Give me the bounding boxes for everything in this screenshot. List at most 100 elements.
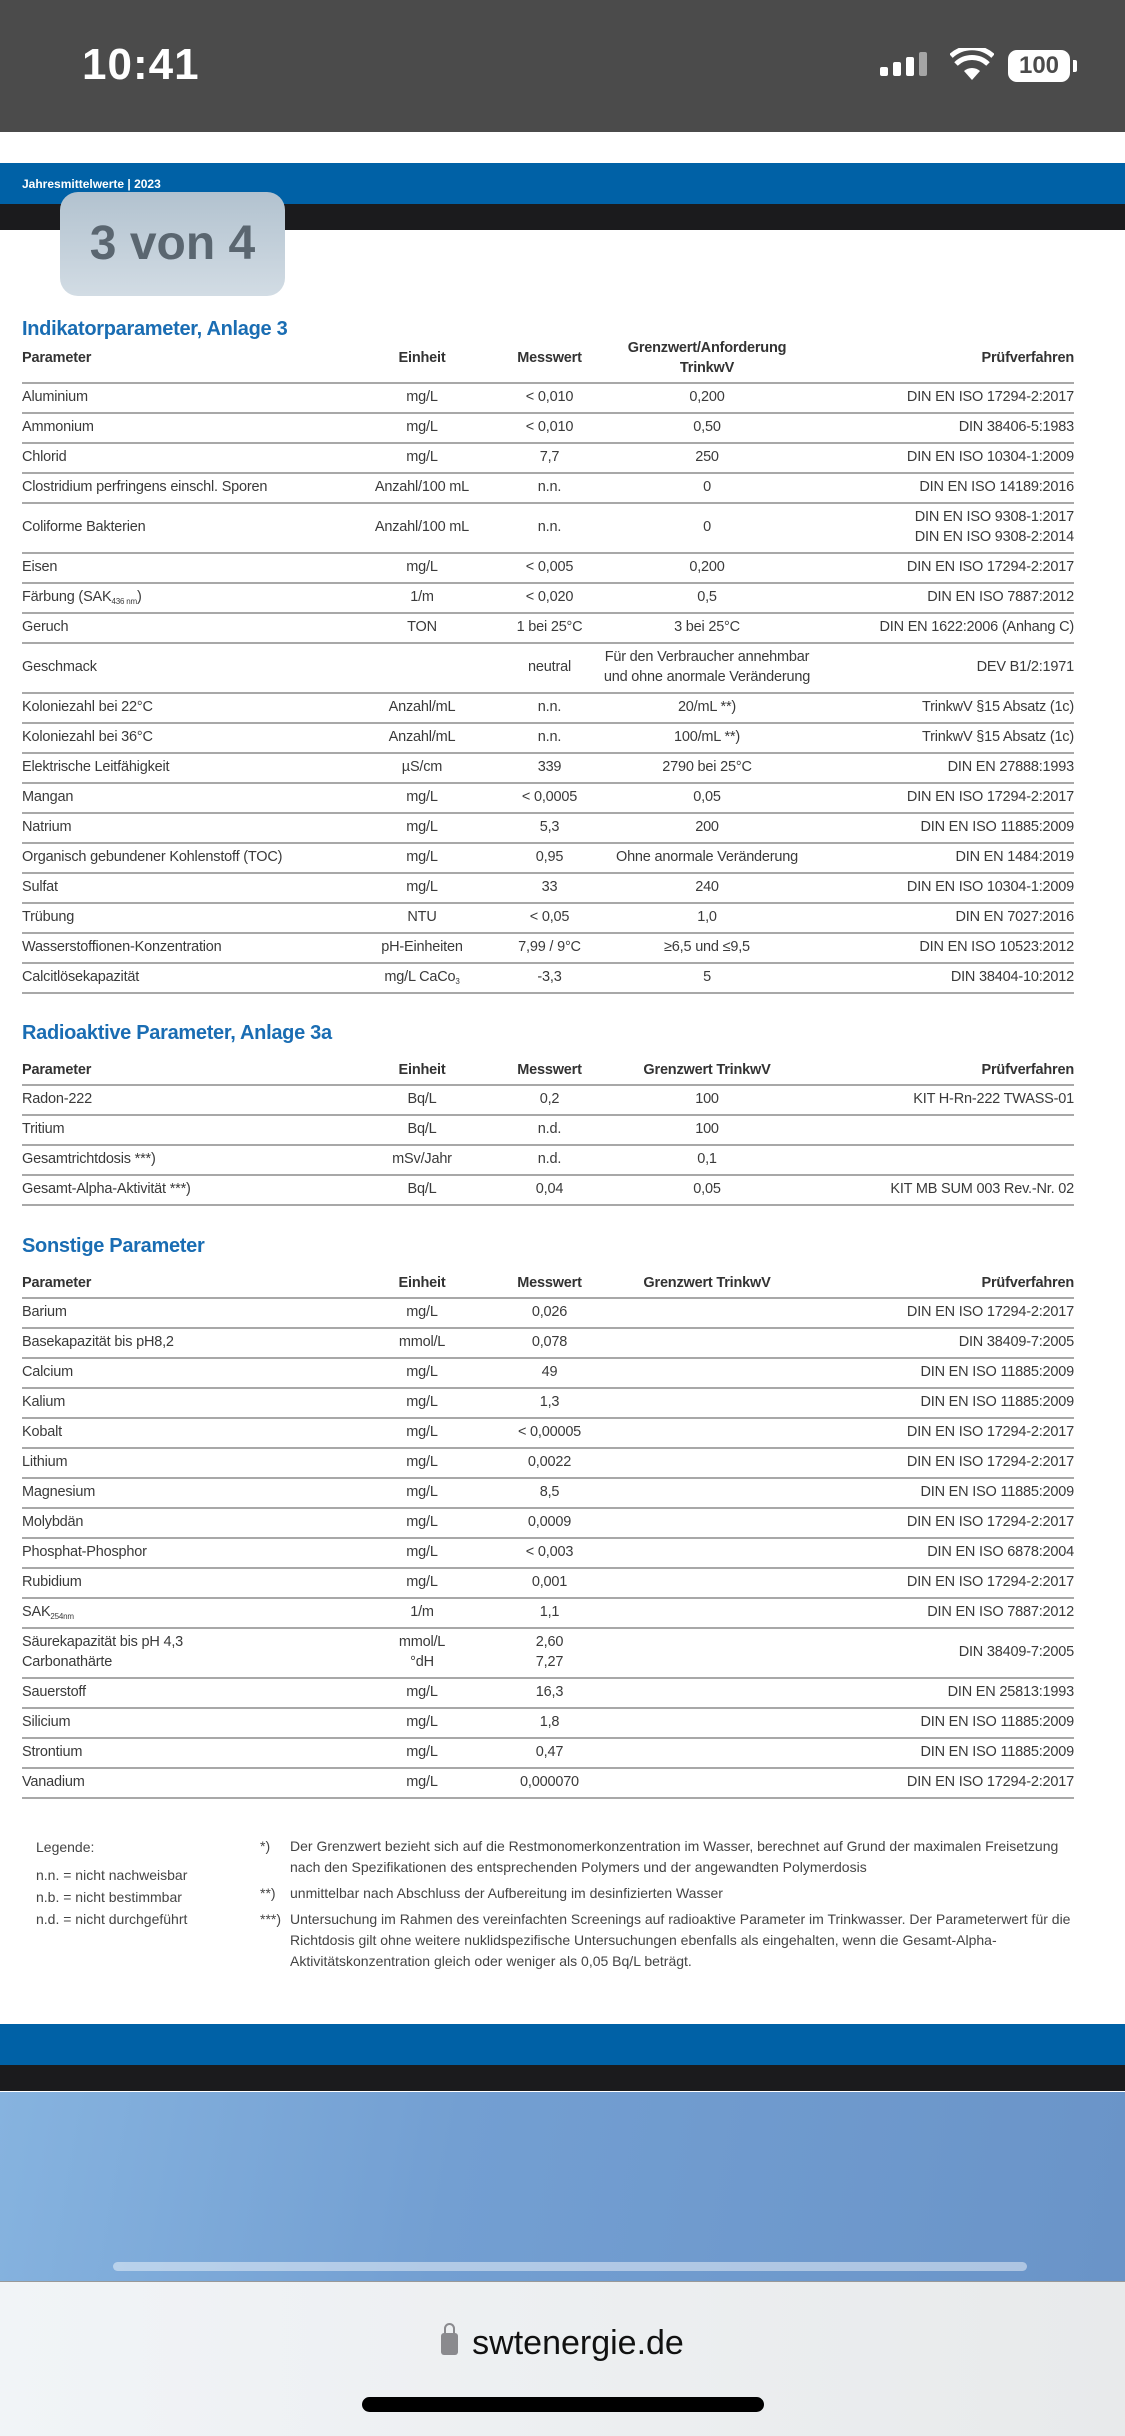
cell-text: Elektrische Leitfähigkeit xyxy=(22,759,170,776)
cell-messwert: 0,2 xyxy=(482,1086,617,1114)
cell-text: Anzahl/100 mL xyxy=(374,519,470,536)
footnote: ***) Untersuchung im Rahmen des vereinfac… xyxy=(260,1909,1080,1972)
cell-pruefverfahren: DIN EN 27888:1993 xyxy=(774,754,1075,782)
cell-text: TrinkwV §15 Absatz (1c) xyxy=(921,729,1074,746)
cell-text: Einheit xyxy=(398,1275,446,1292)
cell-parameter: Geruch xyxy=(22,614,422,642)
footnote-mark: ***) xyxy=(260,1911,282,1927)
cell-einheit: mmol/L xyxy=(342,1329,502,1357)
table-row: Säurekapazität bis pH 4,3 Carbonathärte mm… xyxy=(22,1629,1074,1679)
cell-einheit: mg/L xyxy=(342,1679,502,1707)
cell-einheit: mg/L xyxy=(342,1509,502,1537)
home-indicator[interactable] xyxy=(362,2397,764,2412)
cell-messwert: 1,3 xyxy=(482,1389,617,1417)
table-row: Gesamt-Alpha-Aktivität ***) Bq/L 0,04 0,05 K… xyxy=(22,1176,1074,1206)
wifi-icon xyxy=(950,48,994,80)
cell-messwert: < 0,010 xyxy=(482,384,617,412)
cell-messwert: 0,001 xyxy=(482,1569,617,1597)
cell-text: mg/L xyxy=(406,419,438,436)
cell-text: Prüfverfahren xyxy=(981,350,1075,367)
horizontal-scrollbar[interactable] xyxy=(113,2262,1027,2271)
cell-messwert: n.d. xyxy=(482,1116,617,1144)
cell-grenzwert: Ohne anormale Veränderung xyxy=(582,844,832,872)
cell-pruefverfahren: DIN EN ISO 11885:2009 xyxy=(774,1479,1074,1507)
cell-parameter: Eisen xyxy=(22,554,422,582)
cell-text: Organisch gebundener Kohlenstoff (TOC) xyxy=(22,849,283,866)
cell-text: Sauerstoff xyxy=(22,1684,86,1701)
cell-parameter: Lithium xyxy=(22,1449,422,1477)
cell-text: mg/L xyxy=(406,559,438,576)
battery-icon: 100 xyxy=(1008,50,1077,82)
cell-einheit: mg/L xyxy=(342,444,502,472)
cell-text: 0,078 xyxy=(531,1334,568,1351)
cell-messwert: < 0,020 xyxy=(482,584,617,612)
cell-pruefverfahren: DIN 38404-10:2012 xyxy=(774,964,1074,992)
cell-text: DIN EN ISO 17294-2:2017 xyxy=(906,1454,1074,1471)
cell-text: 100/mL **) xyxy=(674,729,740,746)
cell-text: TrinkwV §15 Absatz (1c) xyxy=(921,699,1074,716)
table-row: Kobalt mg/L < 0,00005 DIN EN ISO 17294-2:20… xyxy=(22,1419,1074,1449)
cell-text: 0,47 xyxy=(535,1744,564,1761)
cell-text: 1,3 xyxy=(539,1394,560,1411)
cell-parameter: Natrium xyxy=(22,814,422,842)
cell-text: 0,95 xyxy=(535,849,564,866)
cell-text: DIN EN ISO 11885:2009 xyxy=(920,819,1074,836)
column-header-pruefverfahren: Prüfverfahren xyxy=(774,1271,1075,1297)
cell-text: 240 xyxy=(695,879,719,896)
table-row: Sulfat mg/L 33 240 DIN EN ISO 10304-1:2009 xyxy=(22,874,1074,904)
cell-messwert: 5,3 xyxy=(482,814,617,842)
table-row: Molybdän mg/L 0,0009 DIN EN ISO 17294-2:201… xyxy=(22,1509,1074,1539)
cell-text: Molybdän xyxy=(22,1514,84,1531)
cell-text: TON xyxy=(407,619,437,636)
table-row: Radon-222 Bq/L 0,2 100 KIT H-Rn-222 TWASS-01 xyxy=(22,1086,1074,1116)
cell-messwert: 33 xyxy=(482,874,617,902)
cell-text: mmol/L xyxy=(398,1334,446,1351)
cell-parameter: Coliforme Bakterien xyxy=(22,504,422,552)
cell-text: 0,04 xyxy=(535,1181,564,1198)
cell-grenzwert: 100 xyxy=(582,1116,832,1144)
cell-parameter: Calcitlösekapazität xyxy=(22,964,422,992)
cell-text: 3 bei 25°C xyxy=(674,619,740,636)
cell-parameter: Basekapazität bis pH8,2 xyxy=(22,1329,422,1357)
cell-parameter: Strontium xyxy=(22,1739,422,1767)
cell-einheit: mg/L xyxy=(342,1769,502,1797)
column-header-pruefverfahren: Prüfverfahren xyxy=(774,1058,1075,1084)
cell-messwert: 0,026 xyxy=(482,1299,617,1327)
cell-grenzwert: 0,200 xyxy=(582,554,832,582)
cell-messwert: 0,0022 xyxy=(482,1449,617,1477)
cell-einheit: mSv/Jahr xyxy=(342,1146,502,1174)
cell-text: DIN EN ISO 10304-1:2009 xyxy=(906,879,1074,896)
cell-text: Messwert xyxy=(517,1062,582,1079)
cell-text: n.n. xyxy=(537,729,562,746)
address-bar[interactable]: swtenergie.de xyxy=(0,2323,1125,2363)
cell-text: 339 xyxy=(537,759,562,776)
cell-messwert: n.d. xyxy=(482,1146,617,1174)
cell-text: Parameter xyxy=(22,350,92,367)
cell-messwert: 7,7 xyxy=(482,444,617,472)
cell-text: Einheit xyxy=(398,350,446,367)
cell-text: Kobalt xyxy=(22,1424,62,1441)
table-row: Vanadium mg/L 0,000070 DIN EN ISO 17294-2:2… xyxy=(22,1769,1074,1799)
table-row: Lithium mg/L 0,0022 DIN EN ISO 17294-2:2017 xyxy=(22,1449,1074,1479)
cell-grenzwert: 0,05 xyxy=(582,1176,832,1204)
cell-messwert: 16,3 xyxy=(482,1679,617,1707)
cell-text: Ammonium xyxy=(22,419,94,436)
cell-text: Bq/L xyxy=(407,1181,437,1198)
cell-text: neutral xyxy=(528,659,571,676)
cell-text: DIN EN ISO 17294-2:2017 xyxy=(906,1774,1074,1791)
cell-pruefverfahren: DIN EN ISO 17294-2:2017 xyxy=(774,784,1074,812)
cell-parameter: Calcium xyxy=(22,1359,422,1387)
cell-text: mg/L xyxy=(406,1364,438,1381)
cell-text: 0,000070 xyxy=(520,1774,579,1791)
cell-text: °dH xyxy=(410,1654,434,1670)
cell-text: DIN 38406-5:1983 xyxy=(958,419,1075,436)
cell-grenzwert: 0 xyxy=(582,504,832,552)
table-row: Sauerstoff mg/L 16,3 DIN EN 25813:1993 xyxy=(22,1679,1074,1709)
cell-text: 100 xyxy=(695,1091,719,1108)
cell-parameter: Koloniezahl bei 36°C xyxy=(22,724,422,752)
cell-parameter: Ammonium xyxy=(22,414,422,442)
cell-text: Silicium xyxy=(22,1714,71,1731)
table-row: Silicium mg/L 1,8 DIN EN ISO 11885:2009 xyxy=(22,1709,1074,1739)
cell-messwert: n.n. xyxy=(482,474,617,502)
cell-einheit: Bq/L xyxy=(342,1116,502,1144)
